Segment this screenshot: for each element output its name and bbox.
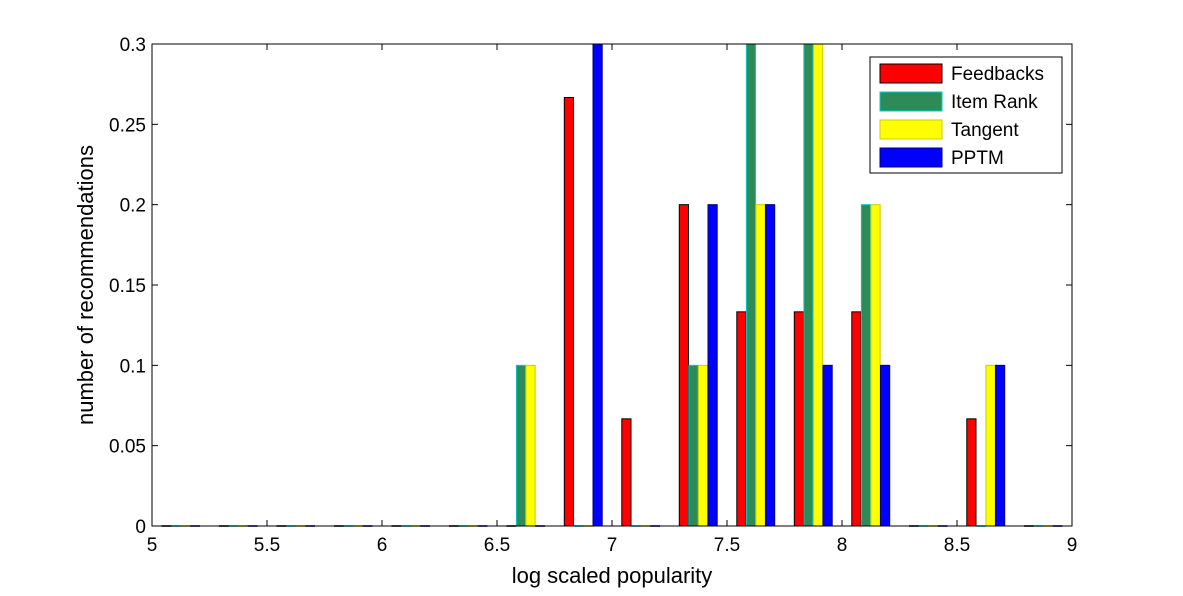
bar-feedbacks-11 — [793, 311, 804, 527]
x-tick-label: 5 — [147, 535, 158, 556]
bar-item-rank-9 — [688, 364, 699, 527]
y-tick-label: 0.25 — [109, 115, 146, 136]
bar-pptm-14 — [995, 364, 1006, 527]
bar-item-rank-12 — [860, 204, 872, 527]
bar-pptm-9 — [707, 204, 718, 527]
y-tick-label: 0.3 — [120, 35, 146, 56]
x-tick-label: 5.5 — [254, 535, 280, 556]
bar-tangent-14 — [985, 364, 996, 527]
bar-pptm-11 — [822, 364, 833, 527]
x-tick-label: 9 — [1067, 535, 1078, 556]
x-tick-label: 7 — [607, 535, 618, 556]
legend-label-item-rank: Item Rank — [951, 92, 1038, 113]
x-tick-label: 6.5 — [484, 535, 510, 556]
bar-item-rank-6 — [515, 364, 527, 527]
bar-feedbacks-14 — [966, 418, 977, 527]
legend-items: Feedbacks Item Rank Tangent PPTM — [879, 63, 1044, 169]
y-tick-label: 0.05 — [109, 437, 146, 458]
ticks-layer: 5 5.5 6 6.5 7 7.5 8 8.5 9 0 0.05 0.1 0.15 0.2 0.25 0.3 — [109, 35, 1077, 556]
bar-feedbacks-8 — [621, 418, 632, 527]
y-tick-label: 0.2 — [120, 196, 146, 217]
legend-swatch-item-rank — [879, 91, 943, 112]
x-tick-label: 8.5 — [944, 535, 970, 556]
legend-label-pptm: PPTM — [951, 148, 1004, 169]
y-tick-label: 0.15 — [109, 276, 146, 297]
bar-feedbacks-9 — [678, 204, 689, 527]
legend-swatch-feedbacks — [879, 63, 943, 84]
x-tick-label: 7.5 — [714, 535, 740, 556]
legend: Feedbacks Item Rank Tangent PPTM — [869, 56, 1063, 174]
legend-swatch-pptm — [879, 147, 943, 168]
bar-pptm-10 — [765, 204, 776, 527]
bar-tangent-11 — [812, 43, 824, 527]
bar-tangent-6 — [525, 364, 536, 527]
bar-tangent-12 — [870, 204, 881, 527]
y-tick-label: 0.1 — [120, 356, 146, 377]
bar-item-rank-10 — [745, 43, 757, 527]
y-axis-label: number of recommendations — [73, 145, 98, 425]
bars-layer — [161, 43, 1063, 527]
x-tick-label: 6 — [377, 535, 388, 556]
bar-feedbacks-10 — [736, 311, 747, 527]
bar-tangent-10 — [755, 204, 766, 527]
legend-label-tangent: Tangent — [951, 120, 1019, 141]
x-axis-label: log scaled popularity — [512, 563, 713, 588]
bar-feedbacks-12 — [851, 311, 862, 527]
y-tick-label: 0 — [135, 517, 146, 538]
bar-item-rank-11 — [803, 43, 814, 527]
bar-feedbacks-7 — [563, 97, 574, 527]
x-tick-label: 8 — [837, 535, 848, 556]
legend-swatch-tangent — [879, 119, 943, 140]
legend-label-feedbacks: Feedbacks — [951, 64, 1044, 85]
bar-tangent-9 — [697, 364, 709, 527]
bar-pptm-7 — [592, 43, 603, 527]
bar-pptm-12 — [880, 364, 891, 527]
